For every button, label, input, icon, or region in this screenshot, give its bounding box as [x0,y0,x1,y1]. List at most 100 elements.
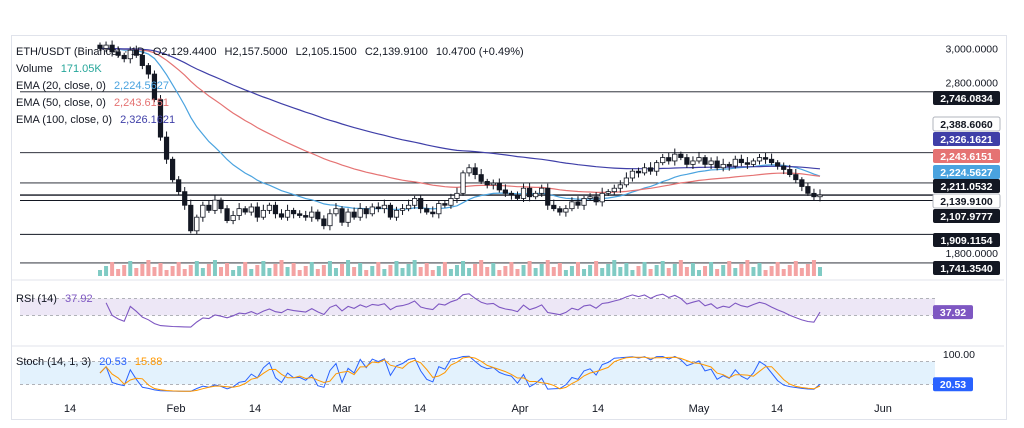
candle-body [121,54,127,60]
volume-bar [775,262,780,276]
volume-bar [164,270,169,276]
legend-ema20-row[interactable]: EMA (20, close, 0) 2,224.5627 [16,80,174,92]
volume-bar [237,266,242,276]
legend-change: 10.4700 (+0.49%) [435,46,524,58]
legend-symbol[interactable]: ETH/USDT (Binance) · 1D [16,46,145,58]
candle-body [206,204,212,211]
candle-body [738,158,744,164]
volume-bar [636,266,641,276]
legend-ema100-row[interactable]: EMA (100, close, 0) 2,326.1621 [16,114,180,126]
legend-stoch-label: Stoch (14, 1, 3) [16,356,92,368]
price-label-box [932,193,1001,209]
legend-rsi-row[interactable]: RSI (14) 37.92 [16,293,98,305]
price-label-text: 1,741.3540 [940,263,993,275]
stoch-top-label: 100.00 [943,349,975,361]
stoch-band [20,361,935,385]
candle-body [182,191,188,206]
legend-volume-row[interactable]: Volume 171.05K [16,63,107,75]
stoch-d-line [99,356,821,392]
volume-bar [588,265,593,276]
legend-rsi-label: RSI (14) [16,293,57,305]
volume-bar [176,262,181,276]
candle-body [218,199,224,210]
volume-bar [660,261,665,276]
candle-body [799,179,805,187]
time-tick-label: Apr [511,403,528,415]
candle-body [248,206,254,213]
volume-bar [194,261,199,276]
legend-volume-label: Volume [16,63,53,75]
volume-bar [684,267,689,276]
candle-body [157,99,164,138]
volume-bar [818,267,822,276]
candle-body [163,136,170,160]
price-label-box [933,132,1000,146]
volume-bar [309,262,314,276]
volume-bar [146,260,151,276]
candle-body [581,198,587,206]
volume-bar [515,269,520,276]
volume-bar [128,261,133,276]
legend-ema100-label: EMA (100, close, 0) [16,114,112,126]
volume-bar [739,264,744,276]
legend-volume-value: 171.05K [60,63,102,75]
candle-body [514,194,521,199]
volume-bar [170,266,175,276]
volume-bar [709,262,714,276]
volume-bar [448,269,453,276]
candle-body [472,167,478,175]
volume-bar [231,270,236,276]
candle-body [103,44,109,49]
candle-body [194,216,200,232]
candle-body [762,157,769,160]
volume-bar [134,268,139,276]
candle-body [145,65,152,75]
candle-body [811,192,817,198]
candle-body [678,153,684,158]
legend-stoch-d: 15.88 [134,356,163,368]
candle-body [291,209,297,215]
ema20-line [99,47,821,210]
candle-body [260,209,266,218]
time-tick-label: 14 [592,403,604,415]
candle-body [551,204,557,210]
legend-ema20-value: 2,224.5627 [113,80,169,92]
candle-body [744,162,750,165]
candle-body [442,203,448,206]
volume-bar [503,266,508,276]
price-label-text: 2,746.0834 [940,93,993,105]
candle-body [781,165,787,170]
price-label-text: 2,107.9777 [940,211,993,223]
candle-body [236,208,242,216]
volume-bar [370,266,375,276]
volume-bar [212,260,217,276]
price-label-text: 2,211.0532 [941,181,993,193]
candle-body [339,208,345,223]
volume-bar [582,269,587,276]
volume-bar [527,261,532,276]
time-tick-label: 14 [414,403,426,415]
candle-body [617,184,623,189]
volume-bar [358,263,363,276]
legend-ema50-row[interactable]: EMA (50, close, 0) 2,243.6151 [16,97,174,109]
volume-bar [630,270,635,276]
candle-body [321,218,327,227]
volume-bar [479,260,484,276]
candle-body [526,187,533,198]
volume-bar [158,263,163,276]
time-tick-label: Mar [333,403,352,415]
legend-stoch-row[interactable]: Stoch (14, 1, 3) 20.53 15.88 [16,356,167,368]
price-tick-label: 1,800.0000 [945,248,998,260]
candle-body [720,163,726,169]
candle-body [151,73,158,101]
candle-body [732,158,738,167]
candle-body [726,163,732,167]
volume-bar [219,267,224,276]
candle-body [405,204,412,210]
volume-bar [545,260,550,276]
candle-body [750,160,757,165]
candle-body [593,196,599,203]
candle-body [569,201,575,210]
candle-body [496,182,502,191]
